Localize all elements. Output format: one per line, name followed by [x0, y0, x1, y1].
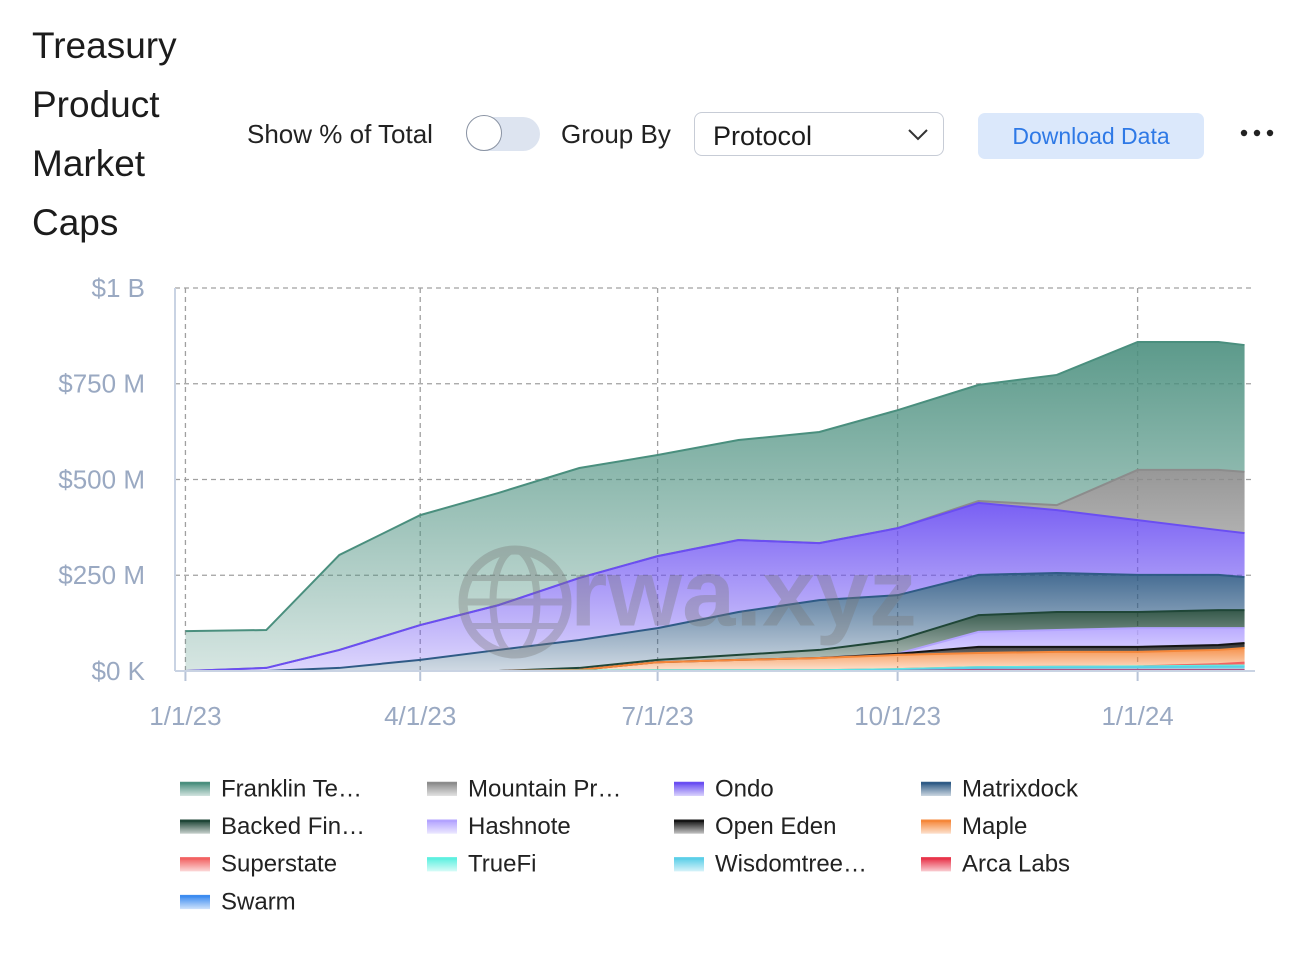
chart-title: Treasury Product Market Caps [32, 25, 177, 243]
toggle-knob [466, 115, 502, 151]
legend-label: Wisdomtree… [715, 851, 867, 878]
y-tick-label: $0 K [92, 656, 146, 686]
y-tick-label: $500 M [58, 464, 145, 494]
select-value: Protocol [713, 121, 813, 151]
legend-swatch [921, 858, 951, 872]
area [185, 572, 1245, 671]
legend-swatch [180, 858, 210, 872]
legend-swatch [674, 783, 704, 796]
legend-label: Franklin Te… [221, 775, 362, 802]
x-tick-label: 4/1/23 [384, 701, 456, 731]
x-tick-label: 1/1/23 [149, 701, 221, 731]
x-tick-label: 1/1/24 [1101, 701, 1173, 731]
more-menu[interactable] [1240, 126, 1276, 140]
area-line [185, 501, 1245, 672]
legend-swatch [674, 820, 704, 834]
legend-swatch [427, 820, 457, 834]
legend-label: Hashnote [468, 813, 571, 840]
area [185, 502, 1245, 671]
area [185, 342, 1245, 671]
legend-swatch [180, 783, 210, 796]
legend-swatch [180, 896, 210, 910]
legend-label: TrueFi [468, 851, 536, 878]
y-tick-label: $1 B [92, 273, 146, 303]
legend-swatch [427, 783, 457, 796]
legend-label: Open Eden [715, 813, 836, 840]
legend-swatch [921, 820, 951, 834]
legend-label: Arca Labs [962, 851, 1070, 878]
y-tick-label: $250 M [58, 560, 145, 590]
legend-label: Maple [962, 813, 1027, 840]
legend-label: Backed Fin… [221, 813, 365, 840]
area [185, 610, 1245, 671]
legend-swatch [674, 858, 704, 872]
legend-label: Mountain Pr… [468, 775, 621, 802]
watermark-text: rwa.xyz [570, 539, 917, 646]
legend-swatch [921, 783, 951, 796]
legend-swatch [427, 858, 457, 872]
area [185, 628, 1245, 671]
x-tick-label: 10/1/23 [854, 701, 941, 731]
area [185, 469, 1245, 671]
y-tick-label: $750 M [58, 369, 145, 399]
percent-toggle[interactable] [466, 115, 540, 151]
x-tick-label: 7/1/23 [621, 701, 693, 731]
legend-label: Superstate [221, 851, 337, 878]
group-by-select[interactable]: Protocol [694, 112, 944, 156]
legend-swatch [180, 820, 210, 834]
group-by-label: Group By [561, 119, 671, 149]
area-line [185, 341, 1245, 633]
legend-label: Ondo [715, 775, 774, 802]
legend-label: Swarm [221, 888, 296, 915]
area [185, 643, 1245, 671]
download-button[interactable]: Download Data [978, 113, 1204, 159]
legend-label: Matrixdock [962, 775, 1079, 802]
show-percent-label: Show % of Total [247, 119, 433, 149]
chevron [908, 129, 928, 141]
area-line [185, 571, 1245, 672]
watermark: rwa.xyz [458, 539, 917, 659]
